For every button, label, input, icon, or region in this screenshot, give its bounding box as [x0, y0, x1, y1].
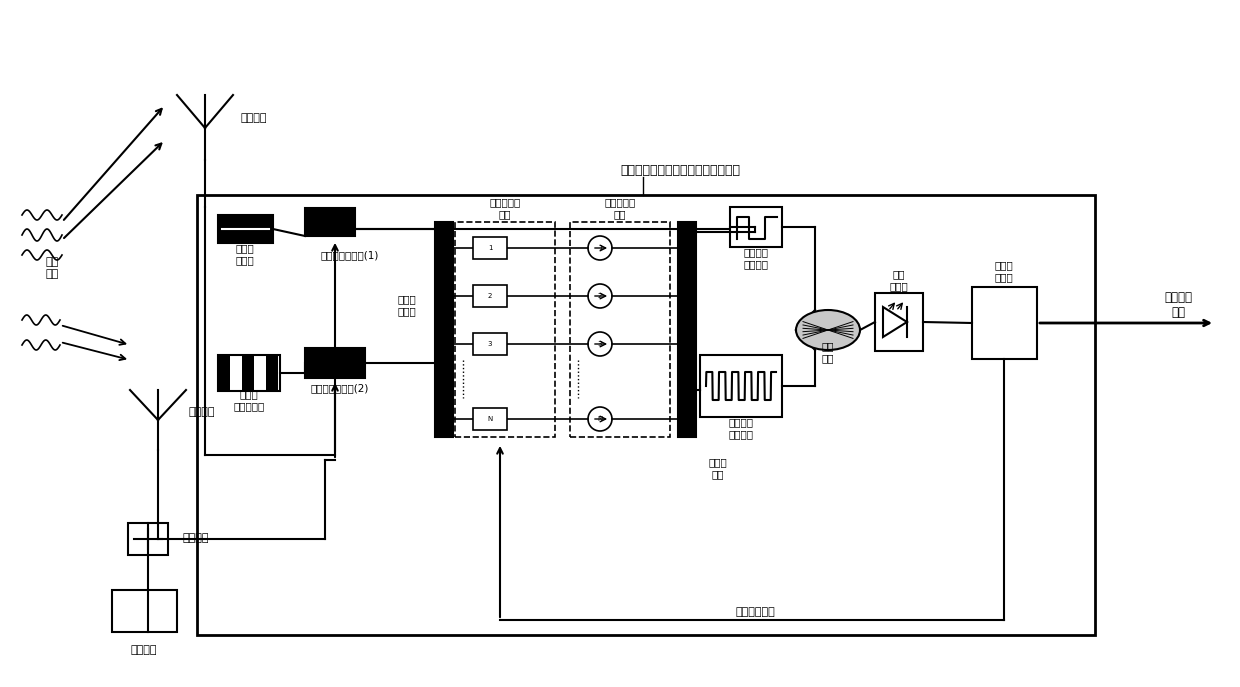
Text: 单波长
激光源: 单波长 激光源: [236, 243, 254, 264]
Bar: [701, 355, 782, 417]
Text: 周期性光
学滤波器: 周期性光 学滤波器: [728, 417, 754, 439]
Text: 1: 1: [487, 245, 492, 251]
Text: 多波长
激光源阵列: 多波长 激光源阵列: [233, 390, 264, 411]
Text: 2: 2: [598, 293, 603, 299]
Text: 反馈控
制单元: 反馈控 制单元: [994, 260, 1013, 282]
Bar: [435, 222, 453, 437]
Text: N: N: [598, 416, 603, 422]
Bar: [472, 237, 507, 259]
Text: N: N: [487, 416, 492, 422]
Bar: [112, 590, 177, 632]
Bar: [254, 355, 267, 391]
Text: 第一电光调制器(1): 第一电光调制器(1): [321, 250, 379, 260]
Text: 反馈控制信号: 反馈控制信号: [735, 607, 775, 617]
Bar: [267, 355, 278, 391]
Bar: [472, 408, 507, 430]
Bar: [197, 195, 1095, 635]
Text: 第二电光调制器(2): 第二电光调制器(2): [311, 383, 370, 393]
Ellipse shape: [796, 310, 861, 350]
Bar: [218, 355, 280, 391]
Text: 2: 2: [487, 293, 492, 299]
Text: 自适应抗多路干扰光子射频接收前端: 自适应抗多路干扰光子射频接收前端: [620, 164, 740, 177]
Text: 发射终端: 发射终端: [130, 645, 157, 655]
Text: 3: 3: [598, 341, 603, 347]
Text: 光耦
合器: 光耦 合器: [822, 341, 835, 363]
Bar: [678, 222, 696, 437]
Bar: [305, 348, 365, 378]
Text: 可控光衰减
阵列: 可控光衰减 阵列: [490, 197, 521, 218]
Bar: [305, 208, 355, 236]
Text: 可控光延时
阵列: 可控光延时 阵列: [604, 197, 636, 218]
Bar: [472, 285, 507, 307]
Bar: [570, 222, 670, 437]
Bar: [875, 293, 923, 351]
Bar: [972, 287, 1037, 359]
Bar: [218, 355, 229, 391]
Text: 单带通光
学滤波器: 单带通光 学滤波器: [744, 247, 769, 269]
Bar: [472, 333, 507, 355]
Text: 3: 3: [487, 341, 492, 347]
Bar: [455, 222, 556, 437]
Bar: [242, 355, 254, 391]
Text: 1: 1: [598, 245, 603, 251]
Text: 电分路器: 电分路器: [182, 533, 210, 543]
Bar: [730, 207, 782, 247]
Text: 光电
探测器: 光电 探测器: [889, 269, 909, 291]
Text: 波分解
复用器: 波分解 复用器: [398, 294, 417, 316]
Text: 干扰
信号: 干扰 信号: [46, 257, 58, 279]
Bar: [229, 355, 242, 391]
Text: 接收天线: 接收天线: [241, 113, 267, 123]
Text: 目标信号
输出: 目标信号 输出: [1164, 291, 1192, 319]
Bar: [128, 523, 167, 555]
Text: 发射天线: 发射天线: [188, 407, 215, 417]
Bar: [218, 215, 273, 243]
Text: 波分复
用器: 波分复 用器: [708, 458, 728, 479]
